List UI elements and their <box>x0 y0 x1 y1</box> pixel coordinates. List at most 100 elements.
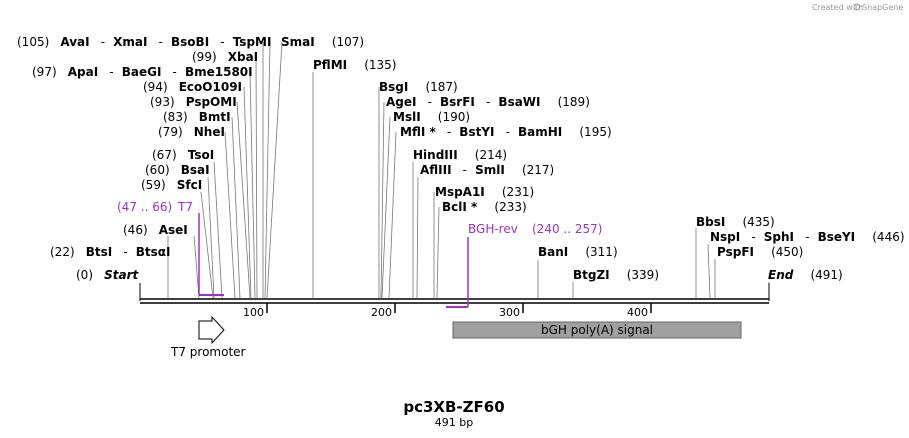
ruler-ticks: 100 200 300 400 <box>243 303 652 319</box>
site-smai-label: SmaI (107) <box>281 31 364 50</box>
connector-smai <box>266 41 283 299</box>
site-btsi-group[interactable]: (22) BtsI - BtsαI <box>50 241 171 260</box>
site-bani-label: BanI (311) <box>538 241 618 260</box>
connector-sfci <box>200 191 214 299</box>
snapgene-credit: Created with SnapGene <box>812 3 903 12</box>
site-tsoi-group[interactable]: (67) TsoI <box>152 144 214 163</box>
site-sfci-group[interactable]: (59) SfcI <box>141 174 202 193</box>
site-bbsi-group[interactable]: BbsI (435) <box>696 211 775 230</box>
connector-eco <box>243 86 252 299</box>
connector-mfli <box>388 131 397 299</box>
site-apai-group[interactable]: (97) ApaI - BaeGI - Bme1580I <box>32 61 253 80</box>
connector-msli <box>381 116 391 299</box>
connector-tsoi <box>213 161 223 299</box>
site-bbsi-label: BbsI (435) <box>696 211 775 230</box>
connector-avai-2 <box>264 41 271 299</box>
map-length: 491 bp <box>435 416 473 429</box>
snapgene-logo-icon <box>853 3 861 11</box>
site-bsgi-group[interactable]: BsgI (187) <box>379 76 458 95</box>
site-start-label: (0) Start <box>76 264 139 283</box>
site-mspa1i-group[interactable]: MspA1I (231) <box>435 181 534 200</box>
connector-xbai <box>255 56 258 299</box>
connector-asei <box>193 235 200 299</box>
site-msli-label: MslI (190) <box>393 106 470 125</box>
site-pflmi-label: PflMI (135) <box>313 54 396 73</box>
site-bcli-group[interactable]: BclI * (233) <box>442 196 527 215</box>
map-title: pc3XB-ZF60 <box>403 398 504 416</box>
site-afliii-group[interactable]: AflIII - SmlI (217) <box>420 159 554 178</box>
site-bmti-label: (83) BmtI <box>163 106 231 125</box>
primer-bgh-range: (240 .. 257) <box>532 222 602 236</box>
connector-nhei <box>224 131 236 299</box>
site-hindiii-group[interactable]: HindIII (214) <box>413 144 507 163</box>
feature-t7-promoter-label: T7 promoter <box>170 345 246 359</box>
site-agei-label: AgeI - BsrFI - BsaWI (189) <box>386 91 590 110</box>
site-start-group[interactable]: (0) Start <box>76 264 139 283</box>
credit-brand: SnapGene <box>862 3 903 12</box>
site-smai-group[interactable]: SmaI (107) <box>281 31 364 50</box>
site-asei-label: (46) AseI <box>123 219 188 238</box>
site-bani-group[interactable]: BanI (311) <box>538 241 618 260</box>
site-eco-label: (94) EcoO109I <box>143 76 242 95</box>
site-pspomi-label: (93) PspOMI <box>150 91 237 110</box>
site-bsai-label: (60) BsaI <box>145 159 210 178</box>
tick-label-200: 200 <box>371 306 392 319</box>
site-pflmi-group[interactable]: PflMI (135) <box>313 54 396 73</box>
site-nspi-label: NspI - SphI - BseYI (446) <box>710 226 905 245</box>
site-hindiii-label: HindIII (214) <box>413 144 507 163</box>
site-msli-group[interactable]: MslI (190) <box>393 106 470 125</box>
site-bmti-group[interactable]: (83) BmtI <box>163 106 231 125</box>
site-nspi-group[interactable]: NspI - SphI - BseYI (446) <box>710 226 905 245</box>
site-pspomi-group[interactable]: (93) PspOMI <box>150 91 237 110</box>
bgh-polya-box <box>452 321 742 339</box>
site-asei-group[interactable]: (46) AseI <box>123 219 188 238</box>
site-nhei-group[interactable]: (79) NheI <box>158 121 225 140</box>
site-apai-label: (97) ApaI - BaeGI - Bme1580I <box>32 61 253 80</box>
site-mfli-label: MflI * - BstYI - BamHI (195) <box>400 121 612 140</box>
site-btgzi-label: BtgZI (339) <box>573 264 659 283</box>
tick-label-400: 400 <box>627 306 648 319</box>
primer-bgh-name: BGH-rev <box>468 222 518 236</box>
sequence-backbone <box>139 283 770 304</box>
site-xbai-group[interactable]: (99) XbaI <box>192 46 258 65</box>
connector-apai <box>249 71 256 299</box>
site-avai-group[interactable]: (105) AvaI - XmaI - BsoBI - TspMI <box>17 31 271 50</box>
primer-t7-range: (47 .. 66) <box>117 200 172 214</box>
connector-bmti <box>231 116 241 299</box>
site-pspfi-label: PspFI (450) <box>717 241 803 260</box>
feature-bgh-polya[interactable]: bGH poly(A) signal <box>452 321 742 339</box>
credit-text: Created with <box>812 3 863 12</box>
site-connectors <box>167 41 770 299</box>
connector-agei <box>380 101 385 299</box>
site-mfli-group[interactable]: MflI * - BstYI - BamHI (195) <box>400 121 612 140</box>
primer-bgh-rev[interactable]: BGH-rev (240 .. 257) <box>446 222 602 308</box>
site-sfci-label: (59) SfcI <box>141 174 202 193</box>
site-afliii-label: AflIII - SmlI (217) <box>420 159 554 178</box>
connector-bsai <box>207 176 215 299</box>
primer-t7[interactable]: (47 .. 66) T7 <box>117 200 224 296</box>
site-eco-group[interactable]: (94) EcoO109I <box>143 76 242 95</box>
site-end-label: End (491) <box>768 264 843 283</box>
site-bcli-label: BclI * (233) <box>442 196 527 215</box>
feature-t7-promoter[interactable]: T7 promoter <box>170 315 246 359</box>
tick-label-100: 100 <box>243 306 264 319</box>
site-avai-label: (105) AvaI - XmaI - BsoBI - TspMI <box>17 31 271 50</box>
connector-afliii <box>416 176 419 299</box>
site-xbai-label: (99) XbaI <box>192 46 258 65</box>
site-end-group[interactable]: End (491) <box>768 264 843 283</box>
site-bsgi-label: BsgI (187) <box>379 76 458 95</box>
site-btgzi-group[interactable]: BtgZI (339) <box>573 264 659 283</box>
site-agei-group[interactable]: AgeI - BsrFI - BsaWI (189) <box>386 91 590 110</box>
connector-nspi <box>707 243 711 299</box>
promoter-arrow-icon <box>198 315 225 345</box>
site-btsi-label: (22) BtsI - BtsαI <box>50 241 171 260</box>
connector-bcli <box>436 206 440 299</box>
site-bsai-group[interactable]: (60) BsaI <box>145 159 210 178</box>
site-pspfi-group[interactable]: PspFI (450) <box>717 241 803 260</box>
feature-bgh-polya-label: bGH poly(A) signal <box>541 323 653 337</box>
site-mspa1i-label: MspA1I (231) <box>435 181 534 200</box>
site-tsoi-label: (67) TsoI <box>152 144 214 163</box>
connector-pspomi <box>236 101 251 299</box>
site-nhei-label: (79) NheI <box>158 121 225 140</box>
